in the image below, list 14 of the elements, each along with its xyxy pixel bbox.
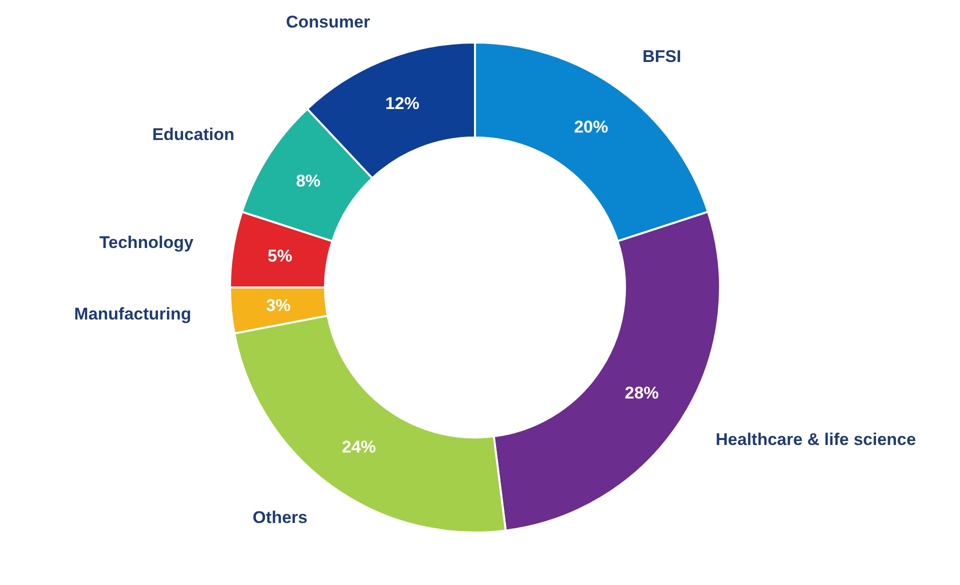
slice-label: BFSI [642,46,682,66]
data-label: 20% [574,118,608,137]
slice-label: Consumer [286,12,370,32]
data-label: 28% [624,383,659,402]
data-label: 12% [385,94,420,113]
slice-label: Healthcare & life science [716,430,916,450]
data-label: 24% [342,437,376,456]
slice-label: Technology [99,232,194,252]
data-label: 3% [266,296,291,316]
slice-label: Education [152,124,234,144]
slice-label: Others [252,508,308,528]
slice-label: Manufacturing [74,304,192,324]
data-label: 8% [296,172,321,191]
data-label: 5% [268,246,292,266]
